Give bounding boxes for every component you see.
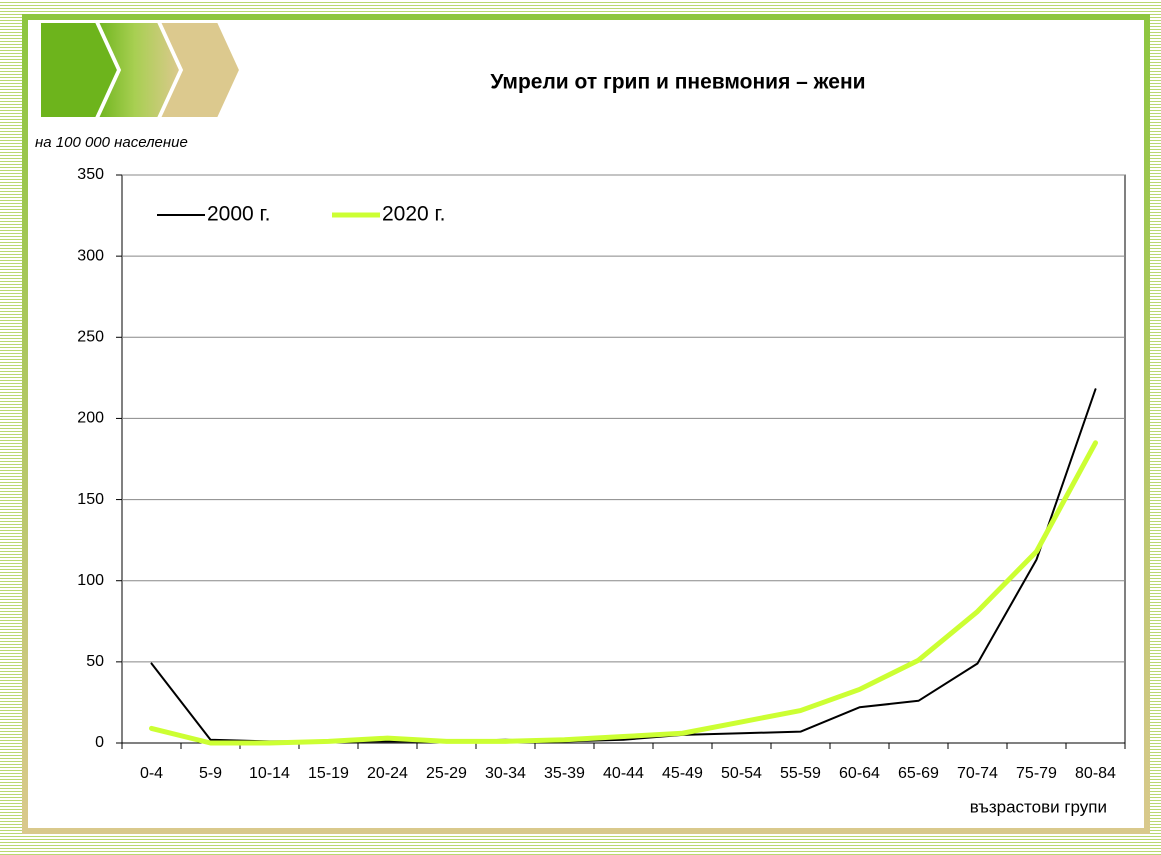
x-tick-label: 55-59 [780,765,821,782]
x-tick-label: 80-84 [1075,765,1116,782]
x-tick-label: 15-19 [308,765,349,782]
x-tick-label: 60-64 [839,765,880,782]
x-tick-label: 40-44 [603,765,644,782]
decor-chevrons [39,21,242,119]
y-tick-label: 0 [95,734,104,751]
y-tick-label: 250 [77,329,104,346]
y-tick-label: 300 [77,247,104,264]
series-line [150,388,1097,743]
y-tick-label: 150 [77,491,104,508]
x-tick-label: 50-54 [721,765,762,782]
x-tick-label: 0-4 [140,765,163,782]
legend-label: 2000 г. [207,203,270,226]
frame [22,14,1150,834]
x-tick-label: 5-9 [199,765,222,782]
x-tick-label: 35-39 [544,765,585,782]
chart-title: Умрели от грип и пневмония – жени [490,71,865,94]
x-tick-label: 70-74 [957,765,998,782]
y-axis-label: на 100 000 население [35,134,188,151]
x-tick-label: 10-14 [249,765,290,782]
y-tick-label: 200 [77,410,104,427]
plot-frame [121,174,1126,744]
y-tick-label: 50 [86,653,104,670]
x-tick-label: 45-49 [662,765,703,782]
y-tick-label: 350 [77,166,104,183]
x-tick-label: 75-79 [1016,765,1057,782]
x-tick-label: 30-34 [485,765,526,782]
x-axis-label: възрастови групи [970,797,1107,816]
x-tick-label: 20-24 [367,765,408,782]
x-tick-label: 65-69 [898,765,939,782]
legend-label: 2020 г. [382,203,445,226]
series-line [149,440,1098,746]
x-tick-label: 25-29 [426,765,467,782]
y-tick-label: 100 [77,572,104,589]
